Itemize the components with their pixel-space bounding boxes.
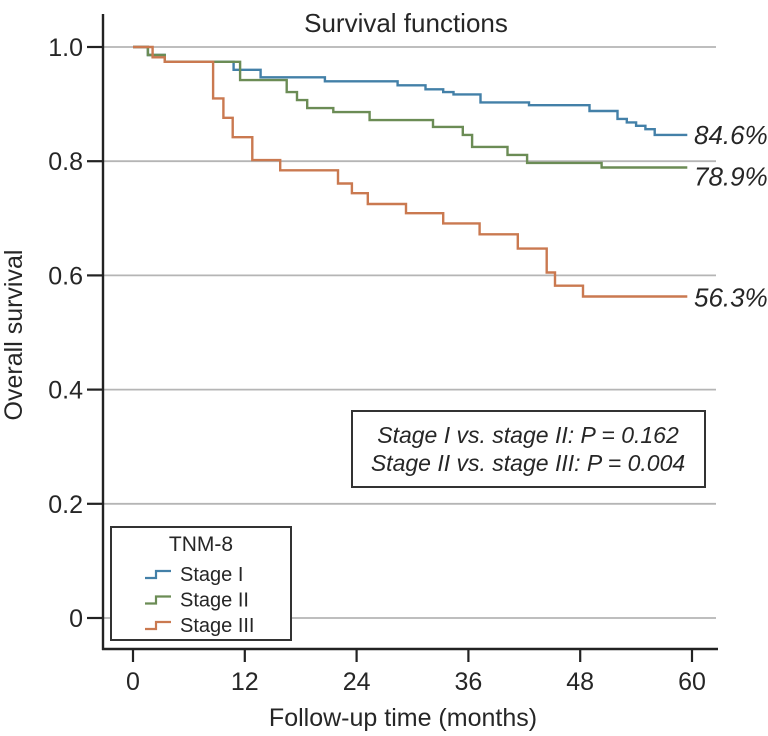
y-tick-label: 1.0	[48, 34, 83, 62]
stage-i-end-label: 84.6%	[694, 120, 768, 150]
end-labels-group: 84.6% 78.9% 56.3%	[694, 120, 768, 313]
y-tick-label: 0.8	[48, 148, 83, 176]
legend-step-icon-stage-iii	[145, 620, 171, 631]
pvalue-box-frame	[351, 410, 706, 488]
legend-items-group: Stage I Stage II Stage III	[145, 564, 255, 637]
stage-iii-end-label: 56.3%	[694, 283, 768, 313]
x-axis-label: Follow-up time (months)	[269, 704, 537, 732]
legend-box: TNM-8 Stage I Stage II Stage III	[110, 526, 292, 641]
legend-step-icon-stage-i	[145, 569, 171, 580]
axes-group	[101, 14, 718, 651]
pvalue-line-1: Stage I vs. stage II: P = 0.162	[377, 422, 679, 448]
x-tick-label: 60	[678, 668, 706, 696]
legend-title: TNM-8	[169, 533, 233, 556]
y-tick-label: 0	[69, 605, 83, 633]
x-tick-label: 24	[343, 668, 371, 696]
pvalue-box: Stage I vs. stage II: P = 0.162 Stage II…	[351, 410, 706, 488]
x-tick-label: 48	[566, 668, 594, 696]
x-tick-label: 36	[454, 668, 482, 696]
curves-group	[133, 45, 688, 298]
chart-title: Survival functions	[304, 8, 508, 38]
y-tick-label: 0.2	[48, 491, 83, 519]
x-tick-label: 0	[126, 668, 140, 696]
legend-box-frame	[110, 526, 292, 641]
y-axis-label: Overall survival	[0, 250, 28, 421]
legend-item-label-stage-ii: Stage II	[180, 590, 249, 612]
x-tick-label: 12	[231, 668, 259, 696]
stage-iii-curve	[133, 45, 688, 298]
legend-item-label-stage-iii: Stage III	[180, 615, 255, 637]
stage-ii-end-label: 78.9%	[694, 161, 768, 191]
legend-step-icon-stage-ii	[145, 595, 171, 605]
legend-item-label-stage-i: Stage I	[180, 564, 243, 586]
stage-ii-curve	[133, 45, 688, 169]
y-tick-label: 0.4	[48, 377, 83, 405]
ticks-group: 1.0 0.8 0.6 0.4 0.2 0 0 12 24 36 48 60	[48, 34, 706, 696]
pvalue-line-2: Stage II vs. stage III: P = 0.004	[371, 450, 685, 476]
stage-i-curve	[133, 45, 688, 137]
y-tick-label: 0.6	[48, 262, 83, 290]
